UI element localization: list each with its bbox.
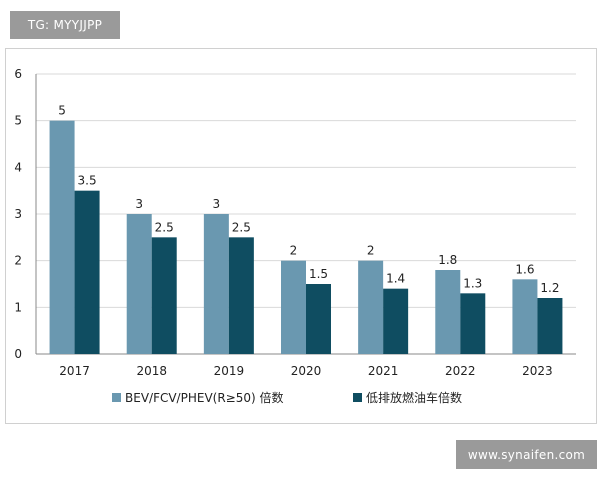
y-tick-label: 3 <box>14 207 22 221</box>
y-tick-label: 6 <box>14 67 22 81</box>
bar-2019-series2 <box>228 237 254 354</box>
bar-2017-series2 <box>74 190 100 354</box>
bar-2018-series1 <box>126 214 152 354</box>
data-label: 1.5 <box>309 267 328 281</box>
y-tick-label: 2 <box>14 254 22 268</box>
x-tick-label: 2022 <box>445 364 476 378</box>
legend-series2-swatch <box>353 393 362 402</box>
x-tick-label: 2018 <box>136 364 167 378</box>
bar-2021-series1 <box>358 260 384 354</box>
bar-2020-series2 <box>306 284 331 354</box>
x-tick-label: 2017 <box>59 364 90 378</box>
y-axis-ticks: 0 1 2 3 4 5 6 <box>14 67 22 361</box>
data-label: 2.5 <box>155 220 174 234</box>
y-tick-label: 4 <box>14 160 22 174</box>
bar-chart: 0 1 2 3 4 5 6 5 3.5 3 2.5 3 2.5 2 1.5 2 1.4 1.8 1.3 1.6 1.2… <box>14 67 576 405</box>
x-tick-label: 2021 <box>368 364 399 378</box>
data-label: 3.5 <box>78 174 97 188</box>
data-label: 2 <box>290 244 298 258</box>
bars <box>49 120 563 355</box>
data-label: 5 <box>58 104 66 118</box>
chart-frame: 0 1 2 3 4 5 6 5 3.5 3 2.5 3 2.5 2 1.5 2 1.4 1.8 1.3 1.6 1.2… <box>5 48 597 424</box>
legend: BEV/FCV/PHEV(R≥50) 倍数 低排放燃油车倍数 <box>112 390 462 405</box>
bar-2020-series1 <box>281 260 306 354</box>
data-label: 1.4 <box>386 272 405 286</box>
bar-2019-series1 <box>203 214 229 354</box>
legend-series1-label: BEV/FCV/PHEV(R≥50) 倍数 <box>125 390 284 405</box>
data-label: 2.5 <box>232 220 251 234</box>
watermark-bottom: www.synaifen.com <box>456 440 597 469</box>
x-tick-label: 2020 <box>291 364 322 378</box>
bar-2021-series2 <box>383 288 409 354</box>
bar-2017-series1 <box>49 120 75 355</box>
bar-2018-series2 <box>151 237 177 354</box>
legend-series2-label: 低排放燃油车倍数 <box>366 390 462 405</box>
y-tick-label: 1 <box>14 300 22 314</box>
data-label: 1.3 <box>463 276 482 290</box>
watermark-top: TG: MYYJJPP <box>10 11 120 39</box>
x-tick-label: 2019 <box>214 364 245 378</box>
y-tick-label: 0 <box>14 347 22 361</box>
data-label: 2 <box>367 244 375 258</box>
bar-2023-series1 <box>512 279 538 354</box>
data-label: 1.6 <box>515 262 534 276</box>
x-axis-ticks: 2017 2018 2019 2020 2021 2022 2023 <box>59 364 552 378</box>
data-labels: 5 3.5 3 2.5 3 2.5 2 1.5 2 1.4 1.8 1.3 1.6 1.2 <box>58 104 559 295</box>
data-label: 3 <box>135 197 143 211</box>
bar-2022-series1 <box>435 270 461 354</box>
data-label: 1.2 <box>540 281 559 295</box>
y-tick-label: 5 <box>14 114 22 128</box>
bar-2023-series2 <box>537 298 563 354</box>
data-label: 3 <box>213 197 221 211</box>
x-tick-label: 2023 <box>522 364 553 378</box>
bar-2022-series2 <box>460 293 486 354</box>
data-label: 1.8 <box>438 253 457 267</box>
legend-series1-swatch <box>112 393 121 402</box>
